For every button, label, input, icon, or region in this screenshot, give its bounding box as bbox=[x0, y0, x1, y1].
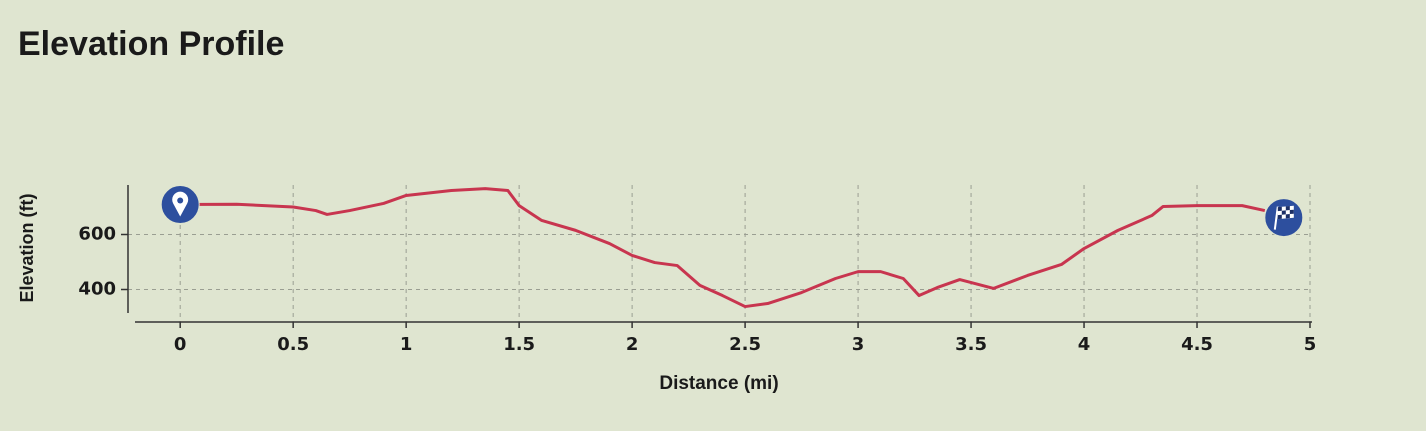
x-tick-label: 5 bbox=[1304, 334, 1317, 355]
x-tick-label: 3 bbox=[852, 334, 865, 355]
flag-check bbox=[1285, 206, 1290, 211]
y-axis-label: Elevation (ft) bbox=[17, 193, 37, 302]
flag-pole bbox=[1273, 206, 1279, 230]
x-tick-label: 2 bbox=[626, 334, 639, 355]
start-marker bbox=[160, 185, 200, 225]
x-tick-label: 2.5 bbox=[729, 334, 761, 355]
chart-title: Elevation Profile bbox=[18, 25, 284, 63]
flag-check bbox=[1277, 214, 1282, 220]
x-tick-label: 0 bbox=[174, 334, 187, 355]
x-tick-label: 4.5 bbox=[1181, 334, 1213, 355]
x-axis-label: Distance (mi) bbox=[659, 373, 778, 394]
flag-check bbox=[1277, 206, 1282, 212]
x-tick-label: 3.5 bbox=[955, 334, 987, 355]
pin-icon bbox=[172, 191, 189, 217]
x-tick-label: 0.5 bbox=[277, 334, 309, 355]
x-tick-label: 1.5 bbox=[503, 334, 535, 355]
finish-marker bbox=[1264, 198, 1304, 238]
elevation-line bbox=[180, 187, 1266, 309]
y-tick-label: 400 bbox=[78, 279, 116, 300]
flag-check bbox=[1285, 214, 1290, 219]
y-tick-label: 600 bbox=[78, 224, 116, 245]
flag-check bbox=[1289, 209, 1294, 215]
x-tick-label: 1 bbox=[400, 334, 413, 355]
pin-hole bbox=[177, 197, 184, 204]
flag-check bbox=[1281, 210, 1286, 215]
x-tick-label: 4 bbox=[1078, 334, 1091, 355]
